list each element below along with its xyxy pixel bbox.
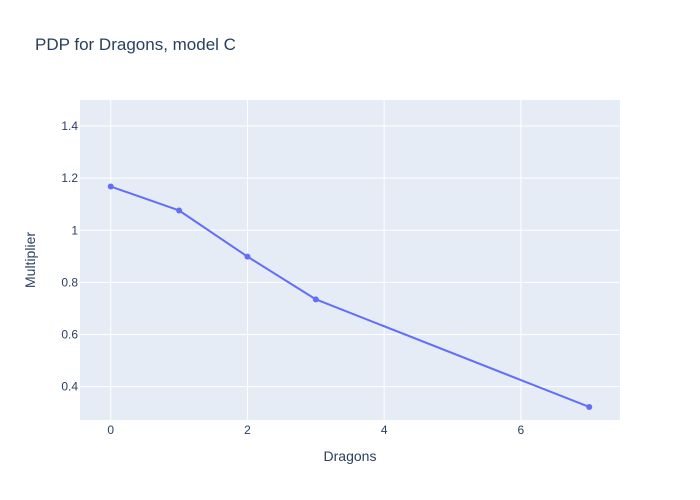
x-tick-label: 6 [518,423,525,437]
x-tick-label: 2 [244,423,251,437]
y-tick-label: 0.8 [61,275,78,289]
y-gridlines [80,125,620,388]
x-axis-title: Dragons [324,448,377,464]
data-point [176,207,183,214]
y-tick-label: 1 [71,223,78,237]
x-gridlines [110,100,522,420]
y-axis-title: Multiplier [22,232,38,288]
series-layer [107,183,593,410]
x-tick-labels: 0 2 4 6 [107,423,524,437]
plot-background [80,100,620,420]
y-tick-label: 1.2 [61,171,78,185]
y-tick-labels: 0.4 0.6 0.8 1 1.2 1.4 [61,119,78,394]
chart-title: PDP for Dragons, model C [35,35,236,54]
y-tick-label: 0.4 [61,380,78,394]
data-point [586,403,593,410]
data-point [244,253,251,260]
y-tick-label: 0.6 [61,328,78,342]
x-tick-label: 4 [381,423,388,437]
data-point [107,183,114,190]
x-tick-label: 0 [107,423,114,437]
data-point [312,296,319,303]
y-tick-label: 1.4 [61,119,78,133]
